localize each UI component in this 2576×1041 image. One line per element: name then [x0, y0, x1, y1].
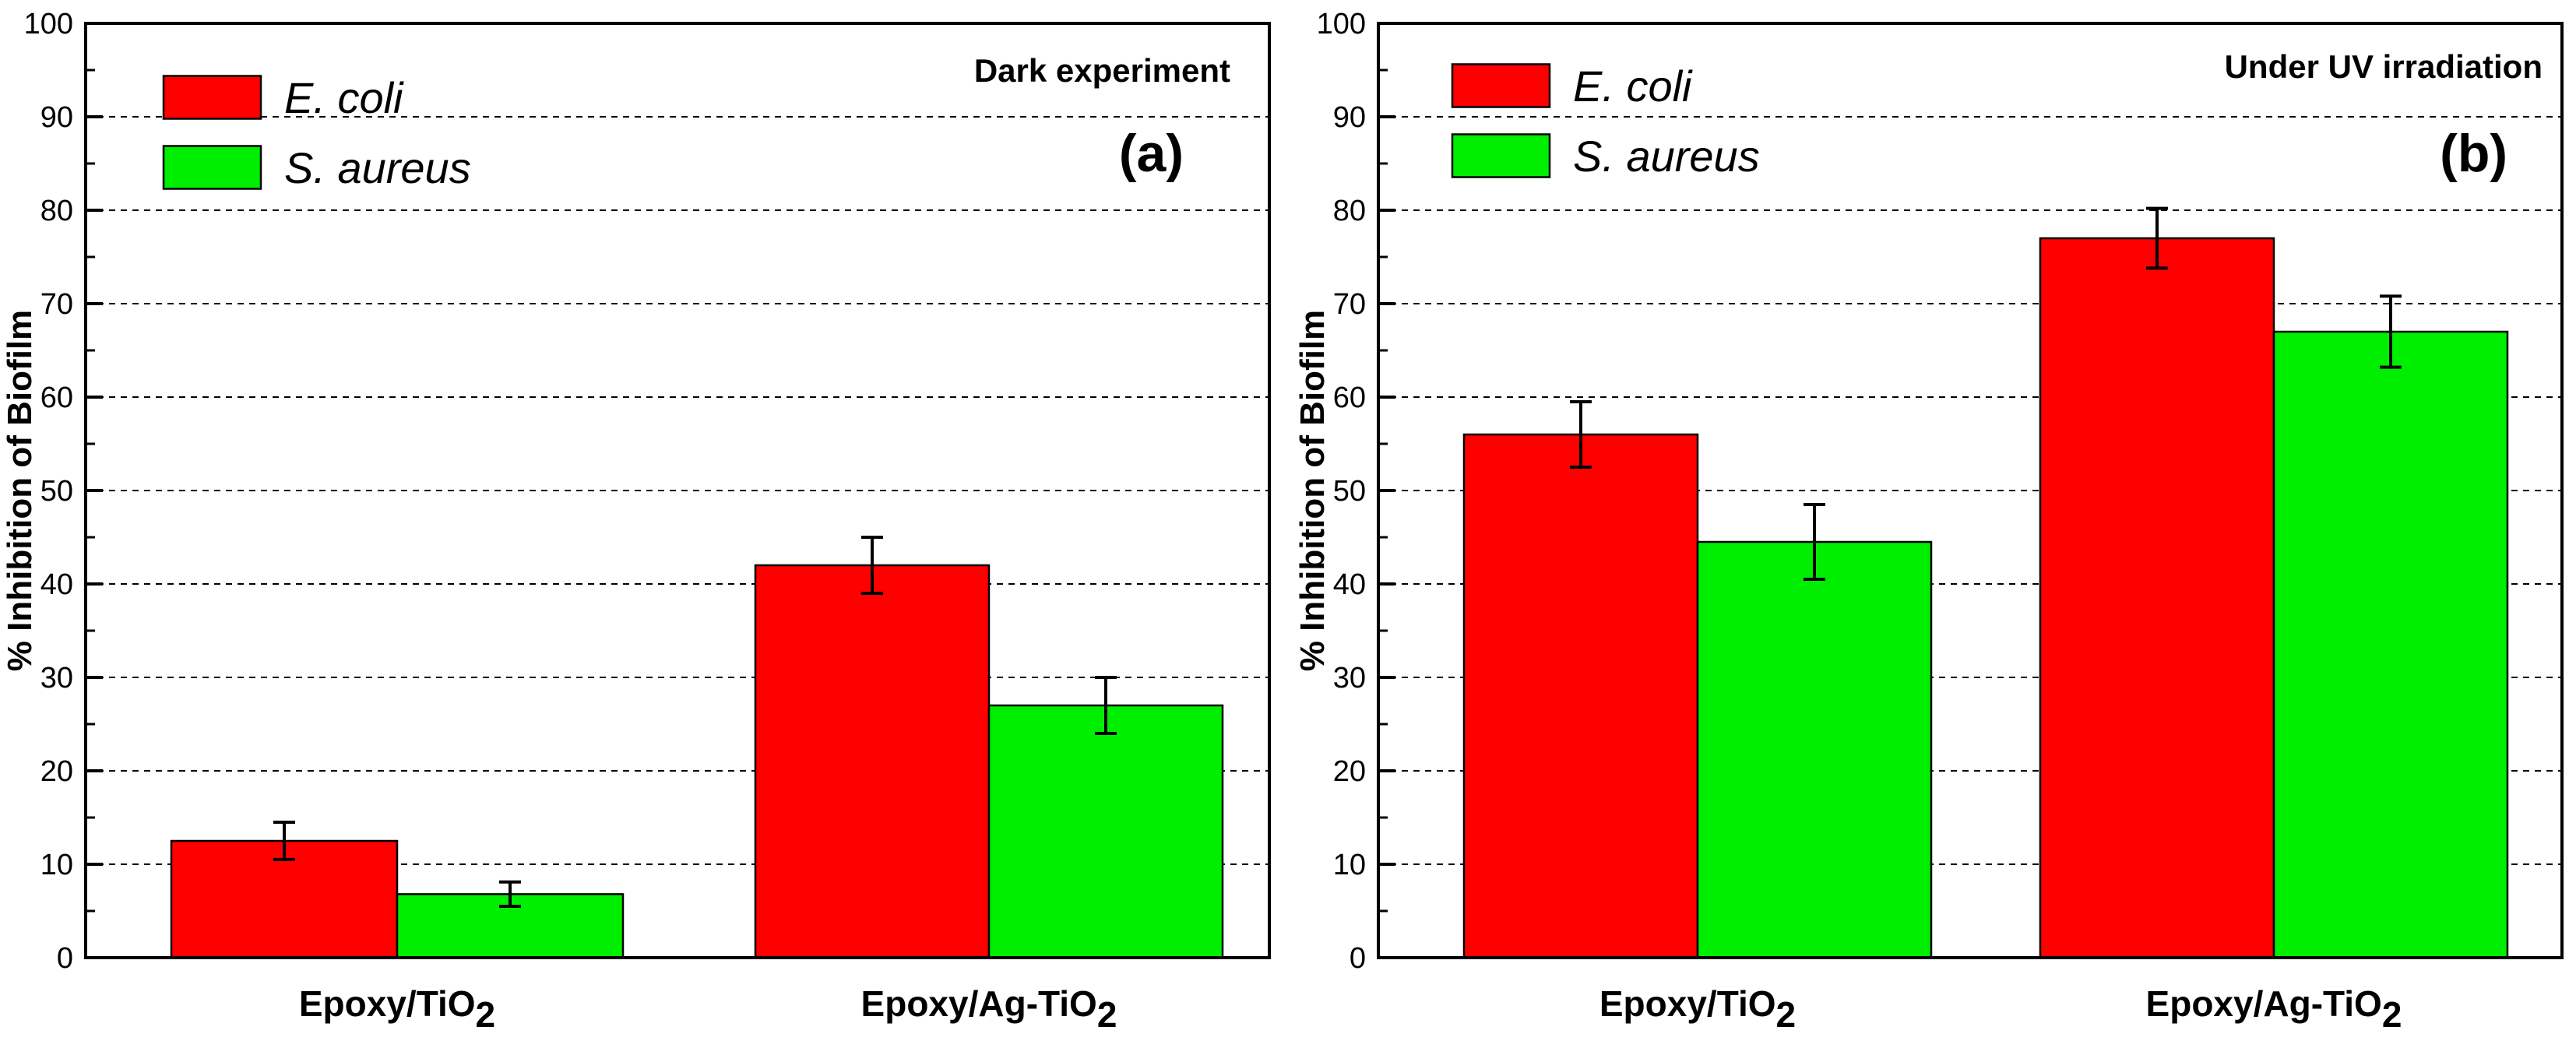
y-tick-label: 0 [57, 942, 73, 975]
y-tick-label: 40 [1333, 568, 1366, 601]
x-category-label: Epoxy/TiO2 [299, 983, 495, 1035]
y-tick-label: 60 [1333, 382, 1366, 414]
y-tick-label: 40 [40, 568, 73, 601]
bar-s-aureus-epoxy-ag-tio2 [987, 704, 1224, 959]
y-tick-label: 80 [40, 195, 73, 227]
y-tick-label: 100 [1317, 8, 1366, 40]
x-category-label-base: Epoxy/TiO [1599, 983, 1776, 1024]
chart-title: Dark experiment [974, 52, 1230, 89]
chart-title: Under UV irradiation [2225, 48, 2543, 85]
panel-label: (b) [2440, 124, 2507, 183]
legend-swatch-s-aureus [162, 145, 262, 190]
y-tick-label: 60 [40, 382, 73, 414]
bar-e-coli-epoxy-ag-tio2 [2039, 237, 2275, 959]
y-tick-label: 90 [40, 101, 73, 134]
x-category-label: Epoxy/Ag-TiO2 [861, 983, 1117, 1035]
y-tick-label: 10 [40, 849, 73, 881]
y-tick-label: 20 [1333, 755, 1366, 788]
y-tick-label: 90 [1333, 101, 1366, 134]
y-tick-label: 100 [24, 8, 73, 40]
y-tick-label: 30 [1333, 662, 1366, 695]
bar-s-aureus-epoxy-tio2 [1696, 540, 1933, 959]
x-category-label-subscript: 2 [476, 994, 496, 1035]
y-tick-label: 30 [40, 662, 73, 695]
legend-label-s-aureus: S. aureus [284, 143, 471, 192]
bar-e-coli-epoxy-tio2 [1462, 433, 1699, 959]
y-tick-label: 10 [1333, 849, 1366, 881]
bar-s-aureus-epoxy-ag-tio2 [2272, 330, 2509, 959]
y-tick-label: 70 [40, 288, 73, 321]
y-tick-label: 80 [1333, 195, 1366, 227]
x-category-label-base: Epoxy/Ag-TiO [2146, 983, 2382, 1024]
bar-e-coli-epoxy-ag-tio2 [754, 564, 991, 959]
legend-label-e-coli: E. coli [1573, 62, 1693, 111]
panel-label: (a) [1119, 124, 1184, 183]
y-axis-label: % Inhibition of Biofilm [1293, 310, 1332, 671]
x-category-label: Epoxy/TiO2 [1599, 983, 1796, 1035]
x-category-label-subscript: 2 [1097, 994, 1117, 1035]
axes-frame [84, 22, 1271, 959]
legend-label-s-aureus: S. aureus [1573, 132, 1760, 181]
legend-swatch-s-aureus [1451, 133, 1551, 178]
y-tick-label: 20 [40, 755, 73, 788]
legend-swatch-e-coli [1451, 63, 1551, 108]
legend-swatch-e-coli [162, 75, 262, 120]
y-axis-label: % Inhibition of Biofilm [1, 310, 39, 671]
axes-frame [1377, 22, 2564, 959]
x-category-label-base: Epoxy/Ag-TiO [861, 983, 1097, 1024]
x-category-label: Epoxy/Ag-TiO2 [2146, 983, 2402, 1035]
x-category-label-base: Epoxy/TiO [299, 983, 476, 1024]
y-tick-label: 0 [1350, 942, 1366, 975]
y-tick-label: 50 [40, 475, 73, 508]
x-category-label-subscript: 2 [1776, 994, 1797, 1035]
x-category-label-subscript: 2 [2382, 994, 2402, 1035]
legend-label-e-coli: E. coli [284, 73, 404, 122]
y-tick-label: 70 [1333, 288, 1366, 321]
y-tick-label: 50 [1333, 475, 1366, 508]
